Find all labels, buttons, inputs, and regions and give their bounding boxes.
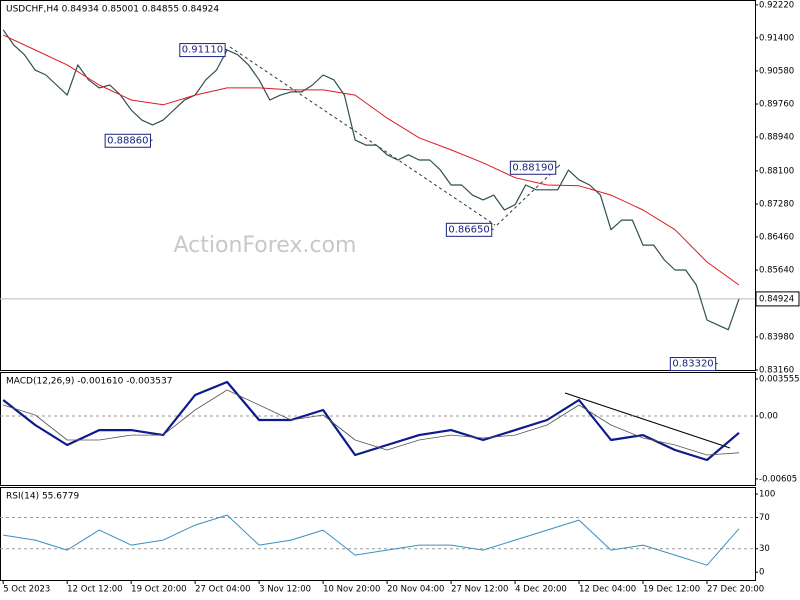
x-tick-label: 27 Dec 20:00 bbox=[707, 585, 764, 595]
y-tick-label: 0.88100 bbox=[759, 166, 794, 176]
series-line bbox=[2, 34, 740, 286]
x-tick-label: 27 Nov 12:00 bbox=[451, 585, 508, 595]
x-tick-label: 12 Oct 12:00 bbox=[67, 585, 122, 595]
last-price-label: 0.84924 bbox=[759, 294, 794, 304]
y-tick-label: -0.00605 bbox=[759, 474, 797, 484]
price-annotation: 0.88860 bbox=[107, 135, 148, 146]
panel-title: MACD(12,26,9) -0.001610 -0.003537 bbox=[6, 377, 172, 387]
y-tick-label: 0.00 bbox=[759, 412, 778, 422]
y-tick-label: 0.003555 bbox=[759, 375, 800, 385]
x-tick-label: 19 Oct 20:00 bbox=[131, 585, 186, 595]
y-tick-label: 30 bbox=[759, 544, 770, 554]
x-tick-label: 5 Oct 2023 bbox=[3, 585, 50, 595]
price-frame bbox=[0, 0, 756, 371]
watermark: ActionForex.com bbox=[174, 233, 357, 258]
x-tick-label: 12 Dec 04:00 bbox=[579, 585, 636, 595]
price-annotation: 0.83320 bbox=[672, 359, 713, 370]
series-line bbox=[2, 380, 740, 462]
y-tick-label: 0.92220 bbox=[759, 0, 794, 10]
price-annotation: 0.88190 bbox=[512, 162, 553, 173]
x-tick-label: 19 Dec 12:00 bbox=[643, 585, 700, 595]
rsi-frame bbox=[0, 487, 756, 581]
x-tick-label: 4 Dec 20:00 bbox=[515, 585, 567, 595]
panel-title: USDCHF,H4 0.84934 0.85001 0.84855 0.8492… bbox=[6, 5, 219, 15]
y-tick-label: 0.86460 bbox=[759, 232, 794, 242]
x-tick-label: 27 Oct 04:00 bbox=[195, 585, 250, 595]
panel-title: RSI(14) 55.6779 bbox=[6, 492, 79, 502]
series-line bbox=[3, 514, 740, 566]
y-tick-label: 0.88940 bbox=[759, 133, 794, 143]
y-tick-label: 0.91400 bbox=[759, 33, 794, 43]
price-annotation: 0.91110 bbox=[182, 45, 223, 56]
trend-line bbox=[229, 46, 496, 226]
series-line bbox=[3, 389, 740, 456]
y-tick-label: 0.83980 bbox=[759, 332, 794, 342]
y-tick-label: 0.89760 bbox=[759, 99, 794, 109]
y-tick-label: 0 bbox=[759, 568, 764, 578]
x-tick-label: 20 Nov 04:00 bbox=[387, 585, 444, 595]
y-tick-label: 0.85640 bbox=[759, 266, 794, 276]
x-tick-label: 3 Nov 12:00 bbox=[259, 585, 311, 595]
macd-trend-line bbox=[564, 392, 731, 449]
y-tick-label: 100 bbox=[759, 490, 775, 500]
series-line bbox=[2, 29, 740, 331]
price-annotation: 0.86650 bbox=[448, 224, 489, 235]
y-tick-label: 0.90580 bbox=[759, 66, 794, 76]
y-tick-label: 0.87280 bbox=[759, 199, 794, 209]
last-price-box bbox=[755, 291, 800, 307]
macd-frame bbox=[0, 372, 756, 486]
y-tick-label: 0.83160 bbox=[759, 366, 794, 376]
y-tick-label: 70 bbox=[759, 513, 770, 523]
trend-line bbox=[496, 164, 561, 226]
x-tick-label: 10 Nov 20:00 bbox=[323, 585, 380, 595]
